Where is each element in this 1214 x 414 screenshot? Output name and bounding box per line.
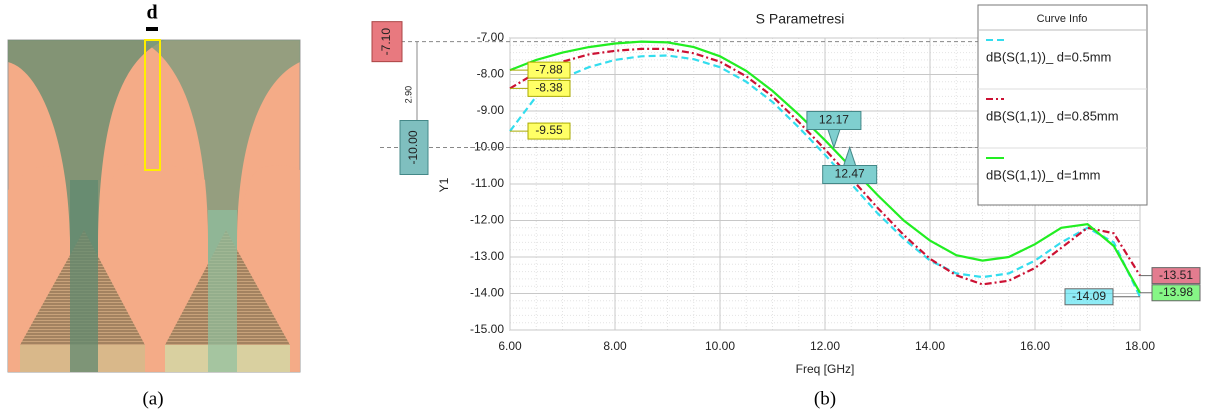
legend-box — [977, 4, 1148, 206]
x-axis-label: Freq [GHz] — [796, 362, 855, 376]
chart-title: S Parametresi — [756, 11, 845, 27]
marker-label: -7.88 — [535, 62, 563, 76]
antenna-drawing — [7, 27, 301, 373]
x-tick-label: 8.00 — [603, 339, 627, 353]
x-tick-label: 10.00 — [705, 339, 735, 353]
legend-label: dB(S(1,1))_ d=0.85mm — [986, 108, 1119, 123]
caption: (b) — [814, 388, 836, 409]
legend-label: dB(S(1,1))_ d=0.5mm — [986, 49, 1111, 64]
y-tick-label: -14.00 — [470, 286, 504, 300]
marker-label: -13.98 — [1159, 285, 1193, 299]
x-tick-label: 6.00 — [498, 339, 522, 353]
series-line — [509, 54, 1141, 298]
x-tick-label: 16.00 — [1020, 339, 1050, 353]
marker-label: -9.55 — [535, 123, 563, 137]
dimension-label: d — [146, 2, 157, 24]
x-tick-label: 18.00 — [1125, 339, 1155, 353]
legend-title: Curve Info — [1037, 13, 1088, 25]
y-tick-label: -8.00 — [477, 67, 505, 81]
delta-label: -7.10 — [379, 28, 393, 56]
y-tick-label: -10.00 — [470, 140, 504, 154]
delta-label: -10.00 — [406, 130, 420, 164]
marker-label: -13.51 — [1159, 268, 1193, 282]
y-tick-label: -9.00 — [477, 103, 505, 117]
x-marker-label: 12.17 — [819, 113, 849, 127]
delta-box — [399, 120, 429, 175]
y-tick-label: -12.00 — [470, 213, 504, 227]
y-tick-label: -13.00 — [470, 249, 504, 263]
marker-label: -8.38 — [535, 81, 563, 95]
y-tick-label: -15.00 — [470, 322, 504, 336]
y-tick-label: -11.00 — [471, 176, 504, 190]
y-tick-label: -7.00 — [477, 30, 505, 44]
caption: (a) — [142, 388, 163, 409]
delta-box — [371, 21, 403, 63]
x-tick-label: 14.00 — [915, 339, 945, 353]
y-axis-label: Y1 — [437, 177, 451, 192]
x-marker-box — [822, 165, 878, 184]
legend-label: dB(S(1,1))_ d=1mm — [986, 167, 1101, 182]
marker-label: -14.09 — [1072, 289, 1106, 303]
x-tick-label: 12.00 — [810, 339, 840, 353]
x-marker-box — [806, 111, 862, 130]
x-marker-label: 12.47 — [835, 167, 865, 181]
delta-label: 2.90 — [403, 86, 413, 104]
series-line — [509, 40, 1141, 294]
